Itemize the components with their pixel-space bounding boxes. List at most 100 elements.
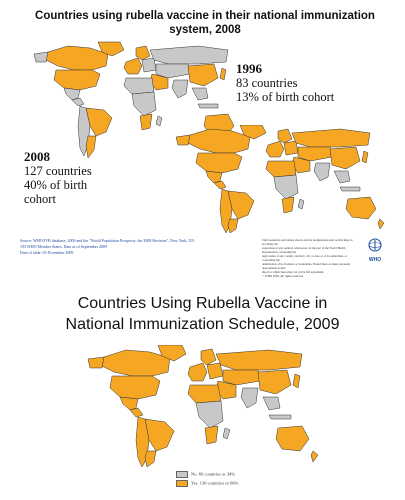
who-logo: WHO [360,238,390,263]
map-1996-usa [53,69,101,91]
map-2009-central-africa [195,400,224,429]
map-2009-central-america [129,407,144,418]
map-2009-scandinavia [200,348,217,366]
map-2008-argentina [227,218,239,234]
map-1996-central-america [71,97,85,107]
stat-1996-year: 1996 [236,61,262,76]
map-2008-north-africa [265,160,297,178]
disclaimer-line5: lines for which there may not yet be ful… [262,270,325,274]
map-2009-argentina [144,450,157,468]
disclaimer-line6: © WHO 2009. All rights reserved. [262,274,304,278]
map-2009-mexico [119,396,139,411]
stat-2008: 2008 127 countries 40% of birth cohort [24,149,92,207]
map-1996-china [187,63,219,87]
who-emblem-icon [368,238,382,252]
panel1-title-line1: Countries using rubella vaccine in their… [35,10,375,22]
legend-item-yes: Yes. 130 countries or 66% [176,480,238,487]
stat-2008-countries: 127 countries [24,164,92,178]
map-2009-new-zealand [310,450,319,463]
source-line1: Source: WHO/IVB database, 2009 and the "… [20,238,195,243]
map-1996-mexico [63,87,81,101]
map-1996-india [171,79,189,99]
map-2008-japan [361,150,369,164]
map-1996-russia [149,45,229,65]
map-2008-india [313,162,331,182]
source-line3: Date of slide: 03 November 2009 [20,250,74,255]
map-2008-usa [195,152,243,174]
map-2008-new-zealand [377,218,385,230]
map-2008-western-europe [265,140,285,158]
stat-1996-cohort: 13% of birth cohort [236,90,335,104]
map-2009-north-africa [187,384,222,404]
disclaimer-line3: legal status of any country, territory, … [262,254,348,262]
legend-label-yes: Yes. 130 countries or 66% [191,480,239,486]
map-1996-canada [45,45,109,71]
map-2009-alaska [87,356,105,369]
map-2008-russia [291,128,371,148]
map-2009-madagascar [222,427,231,440]
legend-label-no: No. 66 countries or 34% [191,471,236,477]
map-2009-canada [101,349,171,377]
disclaimer-line1: The boundaries and names shown and the d… [262,238,353,246]
map-2008-brazil [227,190,255,220]
map-2009-southeast-asia [262,396,281,411]
map-1996-japan [219,67,227,81]
disclaimer-line4: delimitation of its frontiers or boundar… [262,262,351,270]
map-2009-india [240,387,259,409]
disclaimer-note: The boundaries and names shown and the d… [262,238,357,278]
world-map-2009 [87,345,319,468]
stat-1996-countries: 83 countries [236,76,298,90]
map-1996-central-africa [131,91,157,117]
legend-swatch-no [176,471,188,478]
map-2009-usa [109,375,161,400]
map-panel-2008: Countries using rubella vaccine in their… [20,9,390,278]
map-2009-eastern-europe [206,362,224,380]
source-line2: 193 WHO Member States. Data as of Septem… [20,244,107,249]
map-1996-southern-africa [139,113,153,131]
disclaimer-line2: expression of any opinion whatsoever on … [262,246,346,254]
panel2-title: Countries Using Rubella Vaccine in Natio… [10,293,395,335]
map-2008-indonesia [339,186,361,192]
panel1-title-line2: system, 2008 [169,24,241,36]
stat-2008-cohort-line2: cohort [24,192,56,206]
map-1996-brazil [85,107,113,137]
map-1996-central-asia [155,63,191,79]
stat-2008-cohort-line1: 40% of birth [24,178,88,192]
map-1996-scandinavia [135,45,151,61]
world-map-1996 [33,41,243,159]
map-1996-argentina [85,135,97,159]
map-2008-southern-africa [281,196,295,214]
map-2009-central-asia [222,369,261,386]
map-2008-australia [345,196,377,220]
map-2009-greenland [157,345,187,362]
map-2009-china [257,369,292,395]
panel1-title: Countries using rubella vaccine in their… [20,9,390,37]
map-2008-greenland [239,125,267,140]
map-2008-mexico [205,170,223,184]
map-2009-brazil [144,418,175,452]
stat-2008-year: 2008 [24,149,50,164]
map-1996-indonesia [197,103,219,109]
legend-item-no: No. 66 countries or 34% [176,471,235,478]
map-2009-indonesia [268,414,292,420]
map-2009-western-europe [187,362,208,382]
map-2008-central-asia [297,146,333,162]
source-note: Source: WHO/IVB database, 2009 and the "… [20,238,260,256]
legend-swatch-yes [176,480,188,487]
panel2-title-line2: National Immunization Schedule, 2009 [65,316,340,333]
map-1996-greenland [97,41,125,57]
map-2008-madagascar [297,198,305,210]
map-2008-canada [187,128,251,154]
map-2009-russia [215,349,303,371]
map-1996-alaska [33,51,49,63]
who-logo-label: WHO [368,257,382,263]
map-2008-scandinavia [277,128,293,144]
map-2009-japan [292,373,301,389]
map-1996-southeast-asia [191,87,209,101]
map-1996-madagascar [155,115,163,127]
map-1996-north-africa [123,77,155,95]
map-2008-china [329,146,361,170]
stat-1996: 1996 83 countries 13% of birth cohort [236,61,335,105]
map-2008-alaska [175,134,191,146]
map-2008-central-africa [273,174,299,200]
